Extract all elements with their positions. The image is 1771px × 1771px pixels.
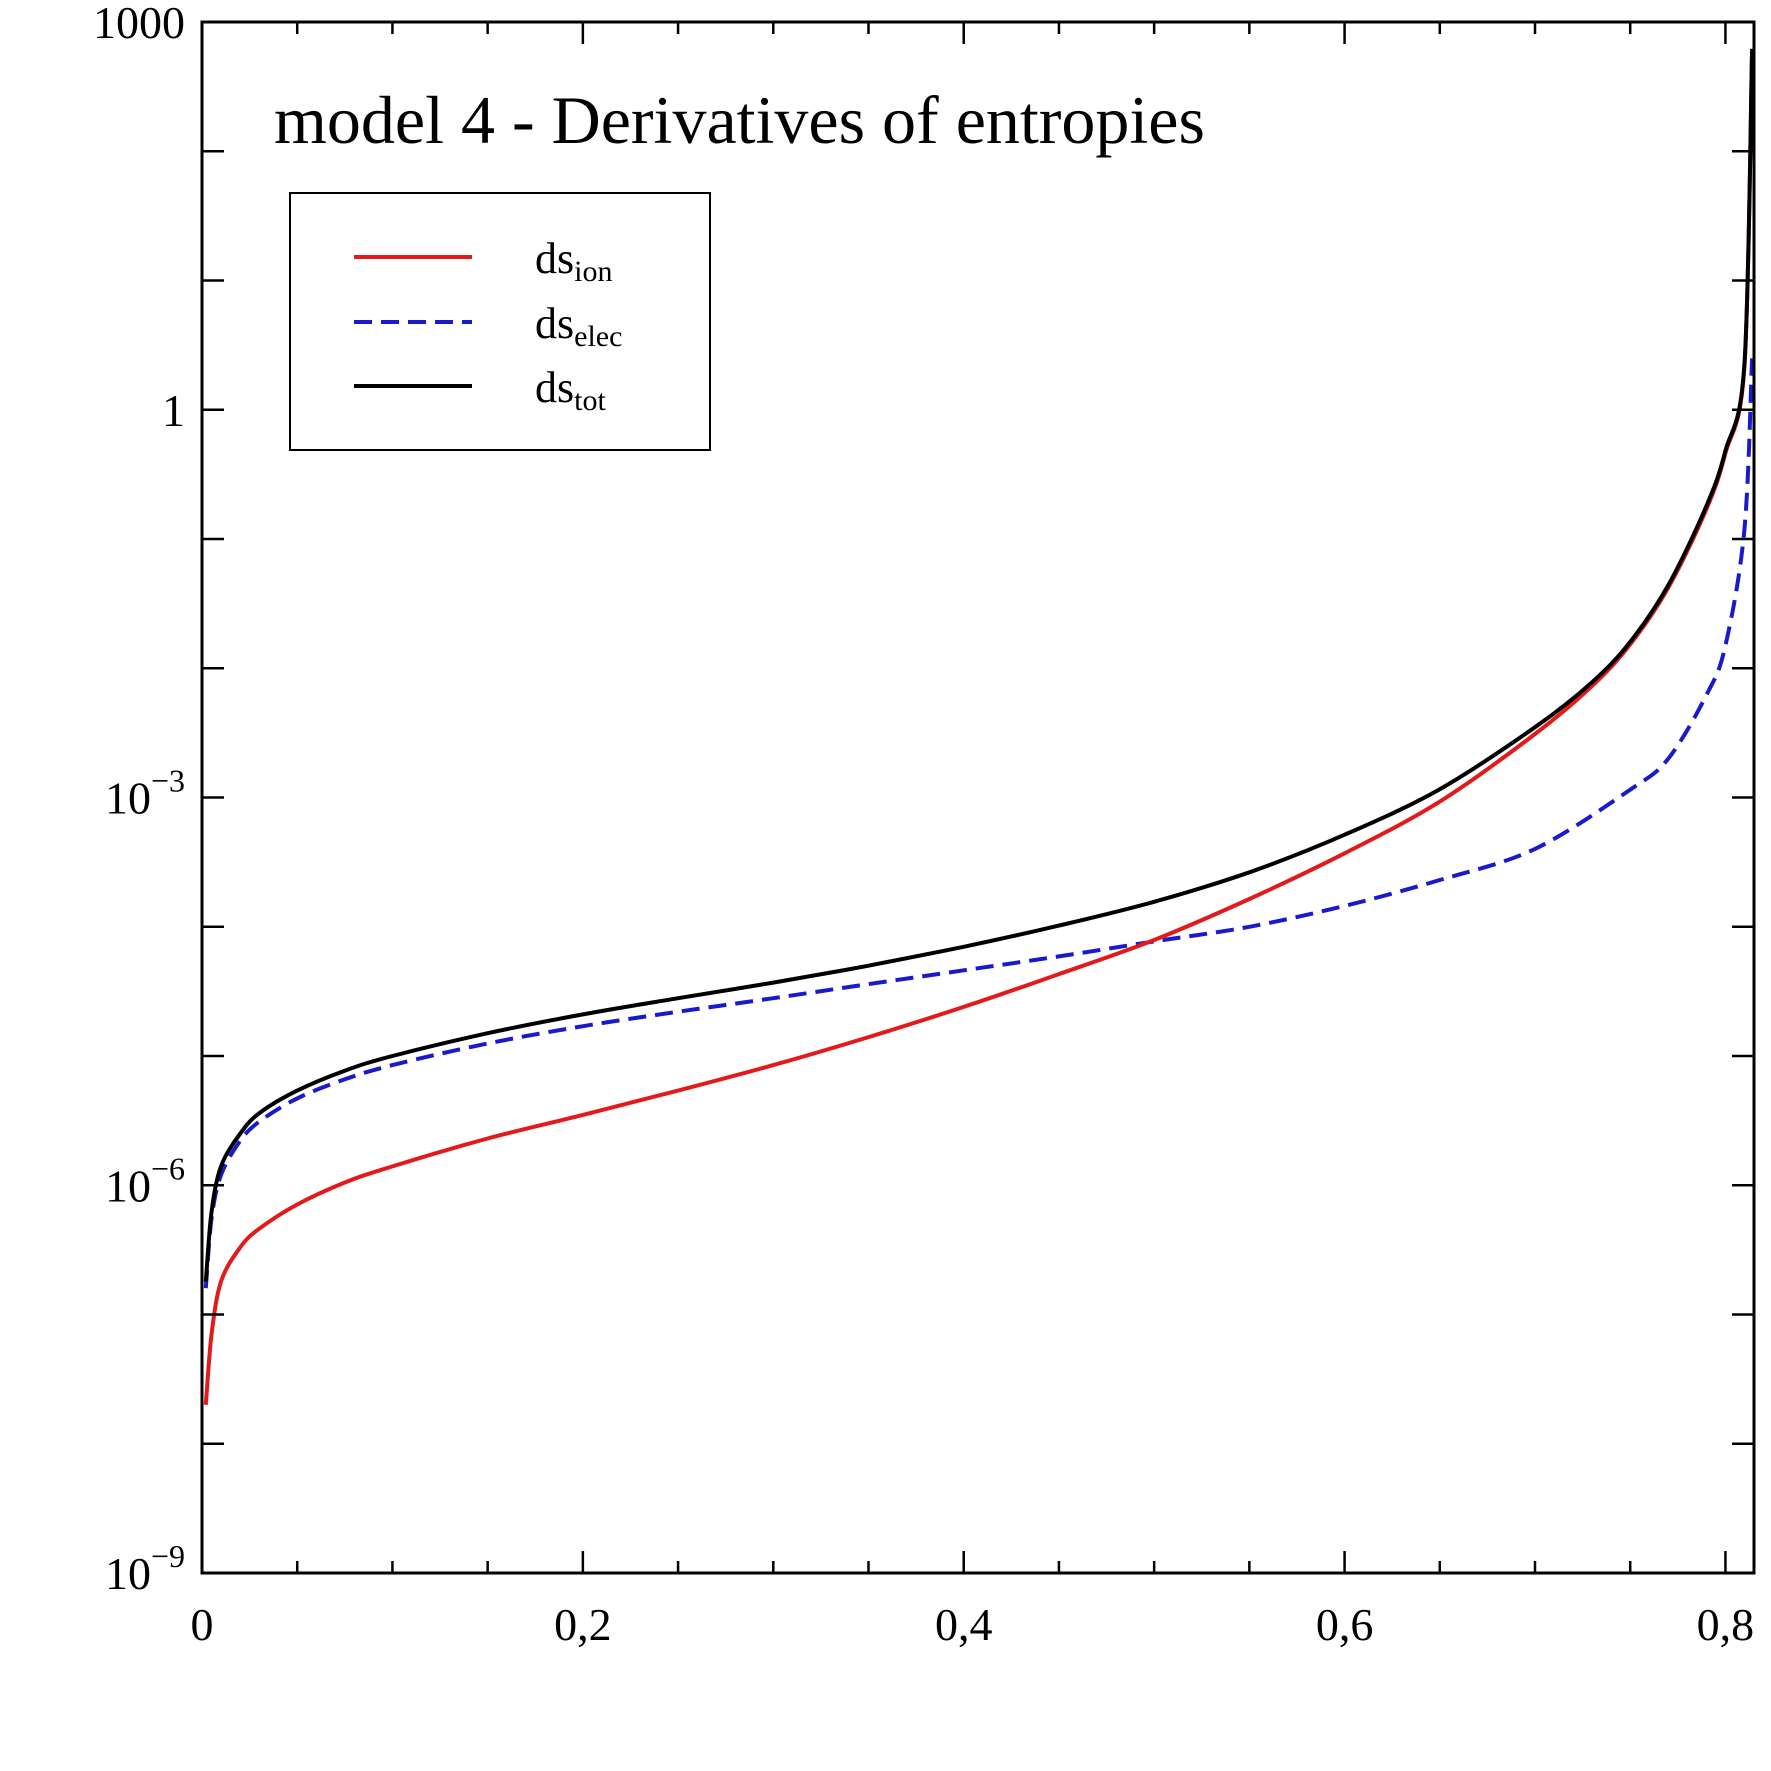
plot-frame <box>200 20 1756 1575</box>
series-line-ds-tot <box>203 48 1754 1282</box>
series-layer <box>203 48 1754 1405</box>
legend-box <box>289 192 711 451</box>
x-tick-label: 0,4 <box>935 1599 993 1650</box>
y-tick-label: 1 <box>162 385 185 436</box>
legend: dsion dselec dstot <box>289 192 711 451</box>
legend-label-ds-elec: dselec <box>535 299 622 353</box>
x-tick-label: 0,2 <box>554 1599 612 1650</box>
chart-title: model 4 - Derivatives of entropies <box>274 82 1205 158</box>
x-tick-label: 0,8 <box>1697 1599 1755 1650</box>
y-tick-label: 10−9 <box>105 1538 185 1599</box>
x-tick-label: 0,6 <box>1316 1599 1374 1650</box>
legend-label-ds-ion: dsion <box>535 234 612 288</box>
tick-labels-layer: 0 0,2 0,4 0,6 0,8 10−9 10−6 10−3 1 1000 <box>93 0 1754 1650</box>
series-line-ds-elec <box>203 358 1754 1289</box>
legend-label-ds-tot: dstot <box>535 363 606 417</box>
y-tick-label: 10−3 <box>105 763 185 824</box>
legend-sub-ds-ion: ion <box>574 255 612 288</box>
y-tick-label: 1000 <box>93 0 185 48</box>
y-tick-label: 10−6 <box>105 1150 185 1211</box>
legend-sub-ds-tot: tot <box>574 384 606 417</box>
x-tick-label: 0 <box>191 1599 214 1650</box>
legend-sub-ds-elec: elec <box>574 320 622 353</box>
